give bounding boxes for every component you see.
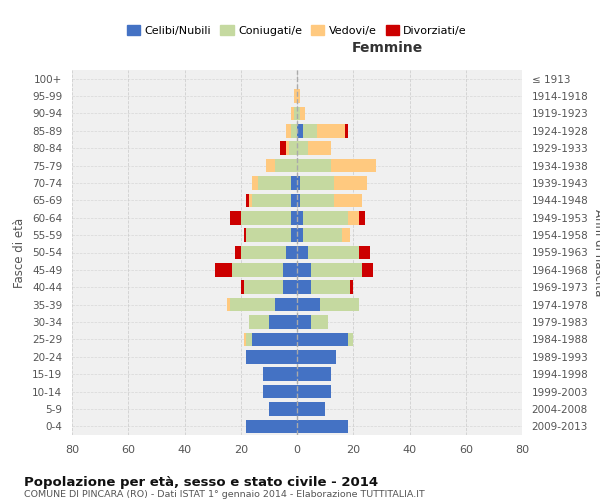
Bar [297,211,302,224]
Bar [252,194,292,207]
Y-axis label: Fasce di età: Fasce di età [13,218,26,288]
Bar [347,332,353,346]
Text: COMUNE DI PINCARA (RO) - Dati ISTAT 1° gennaio 2014 - Elaborazione TUTTITALIA.IT: COMUNE DI PINCARA (RO) - Dati ISTAT 1° g… [24,490,425,499]
Bar [311,280,350,294]
Bar [275,159,297,172]
Bar [308,142,331,155]
Bar [292,228,297,242]
Bar [297,368,331,381]
Bar [292,176,297,190]
Bar [297,402,325,415]
Bar [292,124,297,138]
Bar [297,263,311,276]
Bar [241,246,286,260]
Bar [302,211,347,224]
Bar [362,263,373,276]
Bar [269,402,297,415]
Bar [297,142,308,155]
Bar [297,124,302,138]
Bar [283,263,297,276]
Bar [300,194,334,207]
Y-axis label: Anni di nascita: Anni di nascita [592,209,600,296]
Bar [334,176,367,190]
Text: Popolazione per età, sesso e stato civile - 2014: Popolazione per età, sesso e stato civil… [24,476,378,489]
Bar [249,315,269,329]
Bar [266,159,275,172]
Bar [286,124,292,138]
Bar [334,194,362,207]
Bar [263,385,297,398]
Bar [302,228,342,242]
Bar [297,90,300,103]
Bar [263,368,297,381]
Bar [297,332,347,346]
Bar [297,246,308,260]
Bar [280,142,286,155]
Bar [215,263,232,276]
Bar [297,298,320,312]
Bar [297,159,331,172]
Bar [342,228,350,242]
Bar [269,315,297,329]
Bar [297,315,311,329]
Bar [292,106,294,120]
Bar [297,420,347,433]
Bar [235,246,241,260]
Bar [297,385,331,398]
Bar [241,211,292,224]
Bar [292,194,297,207]
Bar [247,332,252,346]
Bar [302,124,317,138]
Bar [244,280,283,294]
Bar [317,124,345,138]
Bar [283,280,297,294]
Bar [294,90,297,103]
Bar [311,263,362,276]
Bar [311,315,328,329]
Bar [294,106,297,120]
Bar [320,298,359,312]
Bar [300,106,305,120]
Bar [257,176,292,190]
Bar [244,332,247,346]
Bar [275,298,297,312]
Bar [297,280,311,294]
Bar [247,420,297,433]
Bar [247,194,249,207]
Bar [286,246,297,260]
Bar [297,350,337,364]
Bar [247,350,297,364]
Bar [300,176,334,190]
Bar [308,246,359,260]
Bar [289,142,297,155]
Bar [359,246,370,260]
Bar [347,211,359,224]
Bar [297,194,300,207]
Bar [229,298,275,312]
Bar [229,211,241,224]
Bar [252,176,257,190]
Bar [241,280,244,294]
Bar [359,211,365,224]
Bar [292,211,297,224]
Bar [297,228,302,242]
Bar [297,106,300,120]
Bar [350,280,353,294]
Bar [249,194,252,207]
Text: Femmine: Femmine [352,42,422,56]
Bar [286,142,289,155]
Bar [232,263,283,276]
Bar [331,159,376,172]
Bar [247,228,292,242]
Bar [244,228,247,242]
Bar [345,124,347,138]
Bar [297,176,300,190]
Legend: Celibi/Nubili, Coniugati/e, Vedovi/e, Divorziati/e: Celibi/Nubili, Coniugati/e, Vedovi/e, Di… [122,21,472,40]
Bar [252,332,297,346]
Bar [227,298,229,312]
